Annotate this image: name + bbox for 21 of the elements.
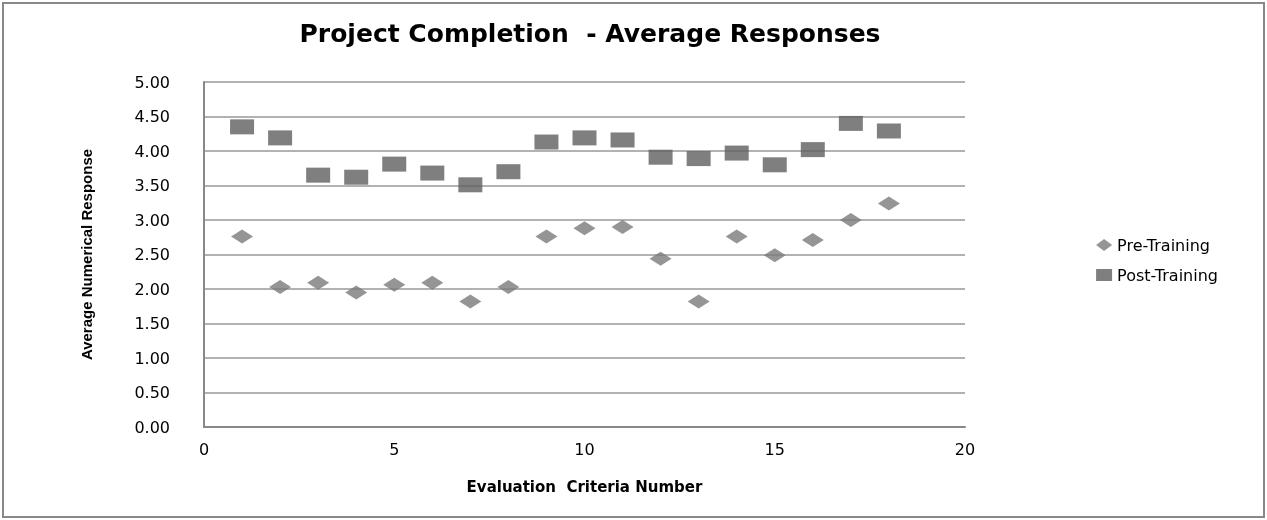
y-tick-label: 4.50: [134, 107, 170, 126]
x-tick-label: 0: [198, 439, 210, 459]
chart-title: Project Completion - Average Responses: [299, 19, 881, 48]
legend-label: Pre-Training: [1117, 235, 1210, 255]
x-tick-label: 10: [574, 439, 595, 459]
y-tick-label: 4.00: [134, 141, 170, 161]
y-tick-label: 5.00: [134, 72, 170, 92]
y-tick-label: 3.50: [134, 176, 170, 195]
y-tick-label: 0.50: [134, 383, 170, 402]
y-tick-label: 2.50: [134, 245, 170, 264]
x-tick-label: 20: [954, 439, 976, 459]
y-axis-title: Average Numerical Response: [78, 148, 95, 361]
y-tick-label: 0.00: [134, 417, 170, 437]
legend-label: Post-Training: [1117, 265, 1219, 285]
x-axis-title: Evaluation Criteria Number: [466, 477, 703, 496]
y-tick-label: 3.00: [134, 210, 170, 230]
y-tick-label: 2.00: [134, 279, 170, 299]
y-tick-label: 1.00: [134, 348, 170, 368]
x-tick-label: 5: [389, 439, 400, 459]
y-tick-label: 1.50: [134, 314, 170, 333]
x-tick-label: 15: [764, 439, 785, 459]
